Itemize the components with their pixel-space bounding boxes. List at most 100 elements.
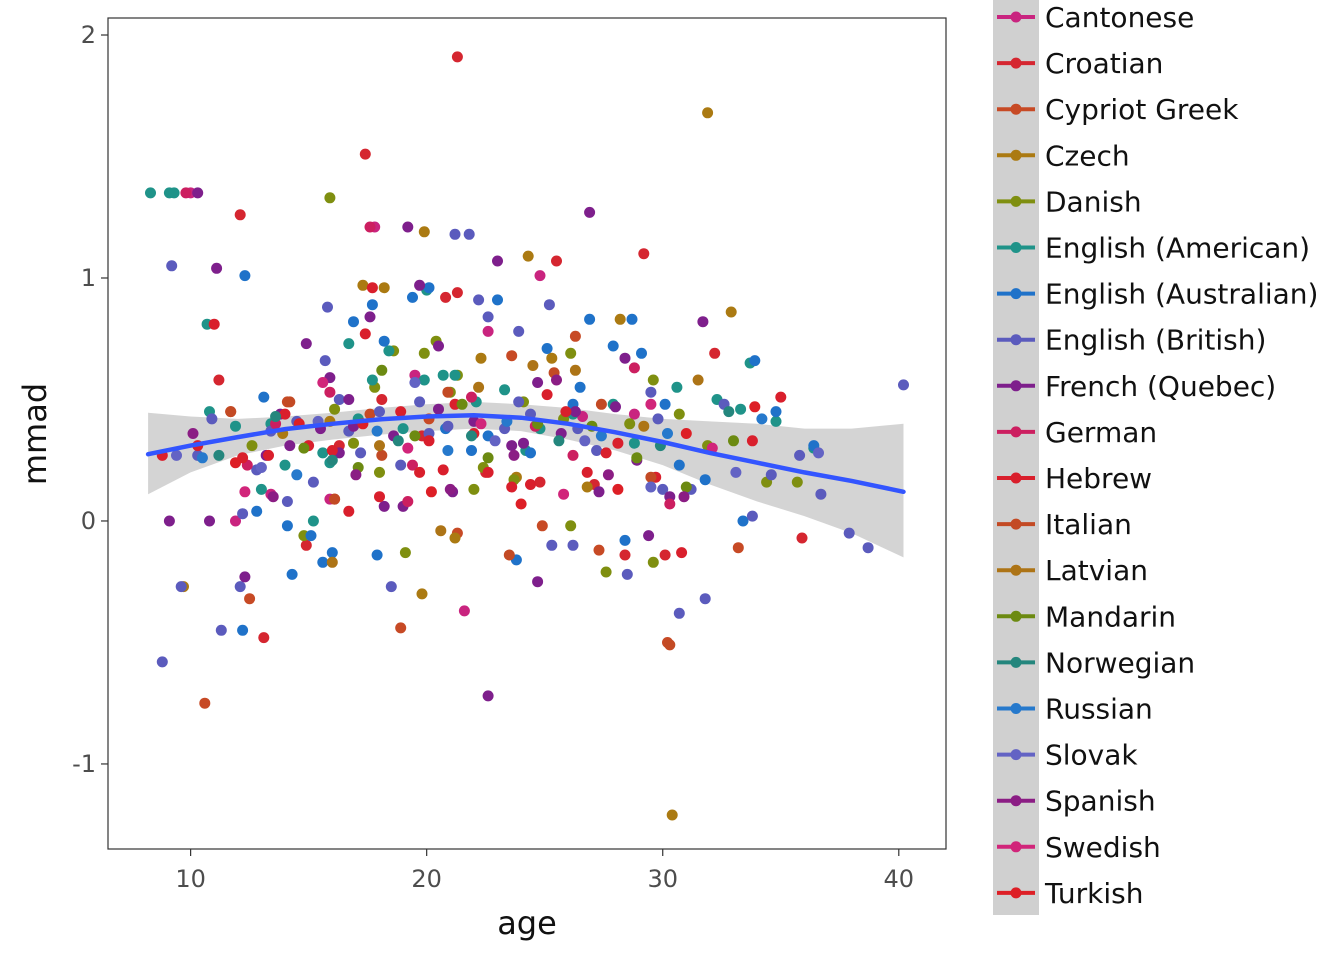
legend-key-point	[1010, 472, 1022, 484]
data-point	[196, 452, 208, 464]
data-point	[621, 568, 633, 580]
data-point	[187, 428, 199, 439]
data-point	[862, 542, 874, 554]
data-point	[558, 488, 570, 500]
data-point	[284, 440, 296, 452]
data-point	[281, 496, 293, 507]
data-point	[638, 248, 650, 260]
data-point	[239, 270, 251, 282]
data-point	[376, 394, 388, 405]
legend-key-point	[1010, 288, 1022, 300]
data-point	[317, 556, 329, 568]
data-point	[595, 430, 607, 442]
data-point	[279, 408, 291, 420]
data-point	[697, 316, 709, 328]
legend-key-point	[1010, 749, 1022, 761]
data-point	[499, 384, 511, 396]
x-tick-label: 30	[647, 865, 678, 893]
data-point	[522, 250, 534, 262]
data-point	[230, 420, 241, 432]
data-point	[307, 515, 319, 527]
data-point	[211, 262, 223, 274]
data-point	[673, 459, 685, 471]
data-point	[433, 403, 444, 415]
data-point	[574, 381, 586, 393]
data-point	[664, 639, 676, 651]
legend-key-point	[1010, 656, 1022, 668]
data-point	[376, 449, 388, 461]
data-point	[482, 690, 494, 702]
data-point	[374, 406, 385, 418]
data-point	[371, 549, 383, 561]
legend-key-point	[1010, 795, 1022, 807]
data-point	[286, 568, 298, 580]
data-point	[525, 447, 536, 459]
data-point	[737, 515, 749, 527]
data-point	[645, 471, 657, 483]
data-point	[307, 476, 319, 488]
data-point	[796, 532, 808, 544]
legend-label: English (British)	[1045, 324, 1266, 357]
data-point	[662, 428, 673, 439]
data-point	[270, 411, 282, 422]
legend-item: English (British)	[997, 324, 1266, 357]
legend-item: Slovak	[997, 739, 1138, 772]
data-point	[442, 386, 454, 398]
data-point	[659, 398, 671, 410]
data-point	[300, 338, 312, 350]
legend-label: Italian	[1045, 508, 1132, 541]
legend-label: Cantonese	[1045, 1, 1194, 34]
data-point	[451, 51, 463, 63]
legend-label: Cypriot Greek	[1045, 93, 1239, 126]
data-point	[569, 406, 581, 418]
legend-key-point	[1010, 195, 1022, 207]
data-point	[602, 469, 614, 481]
data-point	[425, 486, 437, 498]
data-point	[364, 311, 376, 323]
data-point	[730, 466, 742, 478]
data-point	[541, 389, 553, 401]
data-point	[565, 520, 577, 532]
data-point	[156, 656, 168, 668]
data-point	[546, 539, 558, 551]
data-point	[298, 442, 310, 454]
smooth-line	[145, 413, 906, 495]
data-point	[702, 107, 714, 119]
data-point	[532, 377, 544, 388]
data-point	[815, 488, 827, 500]
data-point	[532, 576, 544, 588]
data-point	[343, 338, 355, 350]
data-point	[692, 374, 704, 386]
data-point	[407, 459, 418, 471]
data-point	[593, 544, 605, 556]
data-point	[225, 406, 237, 418]
data-point	[329, 493, 341, 505]
data-point	[343, 394, 355, 405]
data-point	[600, 447, 612, 459]
data-point	[383, 345, 395, 357]
data-point	[449, 532, 461, 544]
data-point	[619, 534, 631, 546]
data-point	[775, 391, 787, 403]
data-point	[442, 445, 454, 456]
data-point	[239, 571, 251, 583]
data-point	[652, 413, 664, 425]
series-english-australian	[237, 270, 820, 636]
data-point	[281, 520, 293, 532]
data-point	[746, 435, 758, 447]
data-point	[374, 466, 385, 478]
data-point	[659, 549, 671, 561]
data-point	[756, 413, 768, 425]
data-point	[234, 581, 246, 593]
data-point	[326, 547, 338, 559]
data-point	[378, 500, 390, 512]
data-point	[770, 406, 782, 418]
data-point	[631, 452, 643, 464]
y-axis: -1 0 1 2	[72, 21, 108, 778]
data-point	[723, 406, 735, 418]
legend-item: Mandarin	[997, 600, 1176, 633]
data-point	[416, 588, 428, 600]
data-point	[673, 408, 685, 420]
data-point	[251, 505, 263, 517]
data-point	[166, 260, 178, 272]
